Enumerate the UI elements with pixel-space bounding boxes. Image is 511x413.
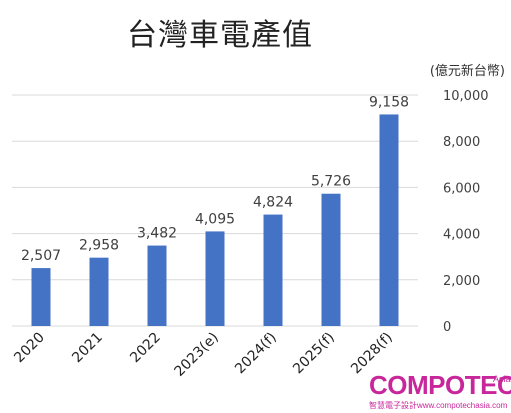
unit-label: (億元新台幣) <box>429 64 505 79</box>
y-tick-label: 10,000 <box>443 89 489 104</box>
y-tick-label: 4,000 <box>443 228 480 243</box>
data-label: 9,158 <box>369 94 409 110</box>
data-label: 4,824 <box>253 195 293 211</box>
bar <box>89 257 109 326</box>
bar <box>31 268 51 326</box>
watermark-main: COMPOTECH <box>369 370 511 400</box>
bar <box>263 214 283 326</box>
x-tick-label: 2023(e) <box>172 330 222 380</box>
x-tick-label: 2022 <box>127 330 164 367</box>
data-label: 4,095 <box>195 211 235 227</box>
x-tick-label: 2021 <box>69 330 106 367</box>
data-label: 2,507 <box>21 248 61 264</box>
chart-title: 台灣車電產值 <box>127 18 313 53</box>
data-label: 3,482 <box>137 226 177 242</box>
y-tick-label: 6,000 <box>443 181 480 196</box>
watermark-sub: 智慧電子設計www.compotechasia.com <box>369 401 508 410</box>
data-label: 2,958 <box>79 238 119 254</box>
bar <box>147 245 167 326</box>
x-tick-label: 2024(f) <box>232 330 280 378</box>
x-tick-label: 2020 <box>11 330 48 367</box>
compotech-watermark: COMPOTECH Asia 智慧電子設計www.compotechasia.c… <box>367 370 511 413</box>
data-label: 5,726 <box>311 174 351 190</box>
bar <box>379 114 399 327</box>
y-tick-label: 8,000 <box>443 135 480 150</box>
y-tick-label: 0 <box>443 320 451 335</box>
x-tick-label: 2025(f) <box>290 330 338 378</box>
bar <box>321 193 341 326</box>
watermark-suffix: Asia <box>493 374 511 384</box>
y-tick-label: 2,000 <box>443 274 480 289</box>
bar <box>205 231 225 326</box>
